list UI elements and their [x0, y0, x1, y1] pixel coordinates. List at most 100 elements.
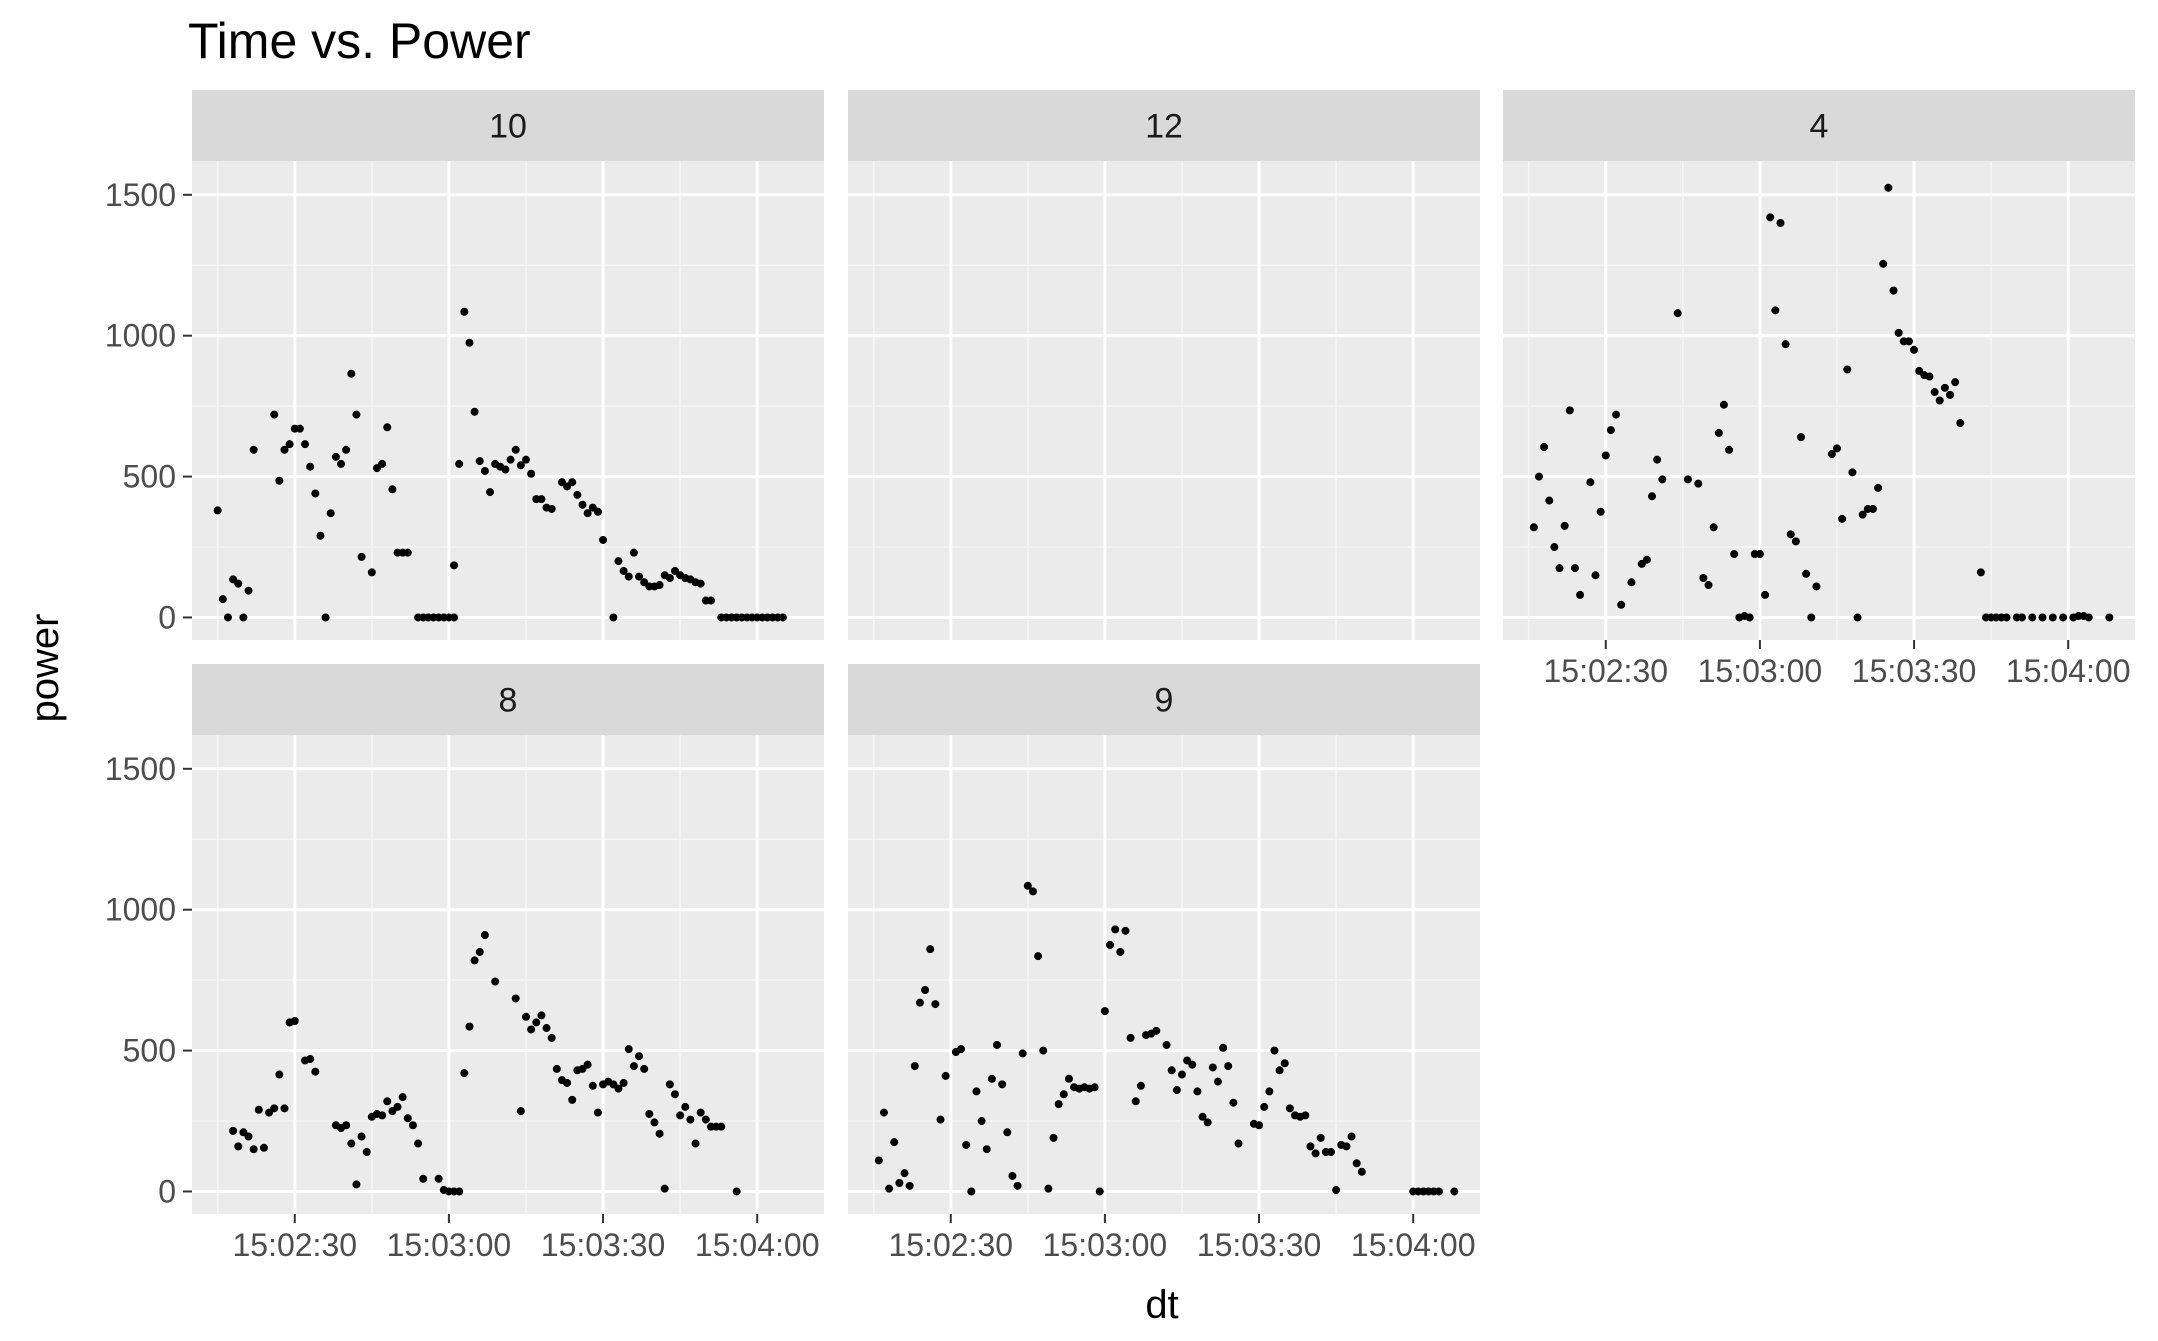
data-point: [1450, 1187, 1459, 1196]
data-point: [367, 568, 376, 577]
data-point: [987, 1074, 996, 1083]
data-point: [1565, 406, 1574, 415]
data-point: [583, 509, 592, 518]
data-point: [2059, 613, 2068, 622]
data-point: [2084, 613, 2093, 622]
data-point: [1719, 400, 1728, 409]
data-point: [1224, 1062, 1233, 1071]
data-point: [450, 613, 459, 622]
data-point: [982, 1145, 991, 1154]
data-point: [1342, 1142, 1351, 1151]
data-point: [1028, 887, 1037, 896]
facet-strip: [1503, 90, 2135, 161]
facet-panel-9: 9 15:02:30 15:03:00 15:03:30 15:04:00: [848, 664, 1480, 1263]
data-point: [696, 579, 705, 588]
data-point: [1930, 388, 1939, 397]
panel-background: [848, 161, 1480, 640]
data-point: [1116, 947, 1125, 956]
x-tick-label: 15:03:30: [1852, 653, 1977, 689]
data-point: [993, 1040, 1002, 1049]
data-point: [1853, 613, 1862, 622]
data-point: [998, 1080, 1007, 1089]
y-tick-label: 1000: [105, 318, 176, 354]
data-point: [599, 535, 608, 544]
data-point: [619, 1078, 628, 1087]
data-point: [1255, 1121, 1264, 1130]
data-point: [470, 956, 479, 965]
data-point: [1534, 472, 1543, 481]
facet-strip: [848, 90, 1480, 161]
data-point: [614, 1084, 623, 1093]
data-point: [1054, 1100, 1063, 1109]
data-point: [1064, 1074, 1073, 1083]
data-point: [434, 1174, 443, 1183]
data-point: [905, 1181, 914, 1190]
data-point: [254, 1105, 263, 1114]
data-point: [414, 1139, 423, 1148]
data-point: [645, 1109, 654, 1118]
data-point: [1868, 504, 1877, 513]
data-point: [337, 459, 346, 468]
data-point: [486, 488, 495, 497]
data-point: [1306, 1142, 1315, 1151]
data-point: [921, 985, 930, 994]
data-point: [650, 1118, 659, 1127]
data-point: [1761, 590, 1770, 599]
data-point: [516, 1107, 525, 1116]
data-point: [568, 478, 577, 487]
data-point: [527, 1025, 536, 1034]
data-point: [352, 1180, 361, 1189]
data-point: [1802, 569, 1811, 578]
data-point: [270, 410, 279, 419]
data-point: [1576, 590, 1585, 599]
panel-background: [1503, 161, 2135, 640]
data-point: [1234, 1139, 1243, 1148]
data-point: [1858, 510, 1867, 519]
data-point: [1316, 1133, 1325, 1142]
data-point: [563, 1078, 572, 1087]
data-point: [701, 1115, 710, 1124]
data-point: [1555, 564, 1564, 573]
data-point: [1946, 390, 1955, 399]
data-point: [1434, 1187, 1443, 1196]
data-point: [681, 1102, 690, 1111]
data-point: [1730, 550, 1739, 559]
data-point: [403, 548, 412, 557]
data-point: [1797, 433, 1806, 442]
data-point: [1807, 613, 1816, 622]
data-point: [1683, 475, 1692, 484]
panel-background: [192, 735, 824, 1214]
data-point: [547, 504, 556, 513]
chart-title: Time vs. Power: [188, 13, 531, 69]
data-point: [1172, 1086, 1181, 1095]
facet-strip-label: 4: [1810, 108, 1829, 146]
data-point: [460, 307, 469, 316]
data-point: [1100, 1007, 1109, 1016]
x-tick-label: 15:03:00: [1043, 1227, 1168, 1263]
facet-strip: [192, 664, 824, 735]
data-point: [660, 1184, 669, 1193]
data-point: [732, 1187, 741, 1196]
data-point: [542, 1024, 551, 1033]
data-point: [1612, 410, 1621, 419]
facet-panels: 10 0 500 1000 1500 12 4 15:02:30 15:03:00 15:03:3…: [105, 90, 2135, 1263]
data-point: [629, 1062, 638, 1071]
x-tick-label: 15:03:00: [1698, 653, 1823, 689]
data-point: [629, 548, 638, 557]
data-point: [1167, 1066, 1176, 1075]
data-point: [1838, 514, 1847, 523]
data-point: [900, 1169, 909, 1178]
data-point: [676, 1111, 685, 1120]
data-point: [480, 931, 489, 940]
data-point: [213, 506, 222, 515]
data-point: [670, 1090, 679, 1099]
data-point: [285, 440, 294, 449]
data-point: [1648, 492, 1657, 501]
x-tick-label: 15:04:00: [695, 1227, 820, 1263]
data-point: [640, 1064, 649, 1073]
data-point: [475, 457, 484, 466]
facet-strip-label: 9: [1155, 682, 1174, 720]
data-point: [527, 469, 536, 478]
data-point: [1311, 1149, 1320, 1158]
